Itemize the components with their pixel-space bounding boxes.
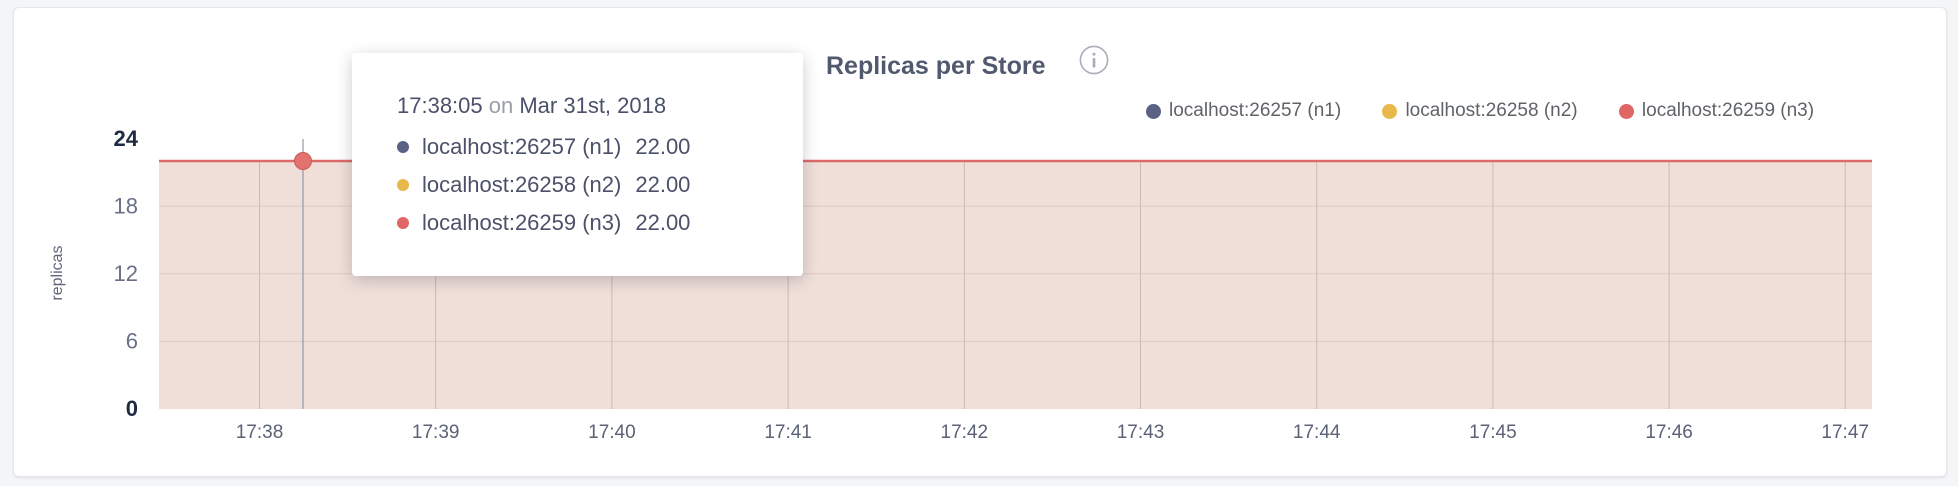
svg-text:17:47: 17:47: [1821, 422, 1869, 443]
svg-text:17:45: 17:45: [1469, 422, 1517, 443]
svg-text:17:42: 17:42: [941, 422, 989, 443]
svg-text:17:38: 17:38: [236, 422, 284, 443]
svg-text:0: 0: [126, 396, 138, 421]
svg-text:17:46: 17:46: [1645, 422, 1693, 443]
svg-text:17:41: 17:41: [764, 422, 812, 443]
svg-text:17:43: 17:43: [1117, 422, 1165, 443]
svg-text:6: 6: [126, 329, 138, 354]
svg-text:17:40: 17:40: [588, 422, 636, 443]
svg-text:18: 18: [114, 194, 138, 219]
svg-text:24: 24: [114, 126, 139, 151]
svg-text:12: 12: [114, 261, 138, 286]
svg-text:17:39: 17:39: [412, 422, 460, 443]
svg-text:17:44: 17:44: [1293, 422, 1341, 443]
